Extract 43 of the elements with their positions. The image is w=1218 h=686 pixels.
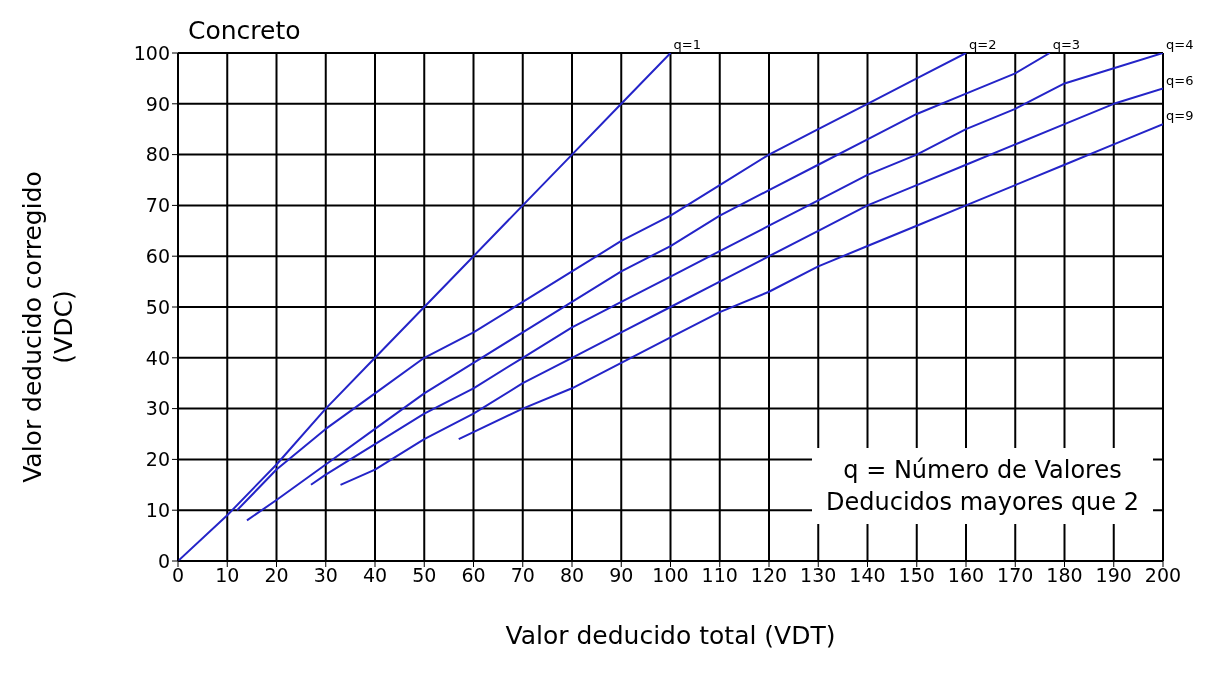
- x-tick-label: 190: [1095, 564, 1132, 587]
- x-tick-label: 60: [461, 564, 486, 587]
- annotation: q = Número de Valores Deducidos mayores que 2: [826, 454, 1139, 518]
- x-tick-label: 70: [510, 564, 535, 587]
- y-tick-label: 20: [145, 448, 170, 471]
- series-label: q=6: [1166, 72, 1194, 88]
- x-tick-label: 30: [313, 564, 338, 587]
- x-tick-label: 150: [898, 564, 935, 587]
- x-axis-title: Valor deducido total (VDT): [505, 620, 836, 650]
- series-label: q=2: [969, 37, 997, 52]
- series-label: q=9: [1166, 108, 1194, 124]
- x-tick-label: 20: [264, 564, 289, 587]
- x-tick-label: 120: [750, 564, 788, 587]
- x-tick-label: 160: [947, 564, 985, 587]
- y-tick-label: 90: [145, 92, 170, 115]
- x-tick-label: 180: [1046, 564, 1083, 587]
- y-tick-label: 50: [145, 295, 170, 318]
- x-tick-label: 140: [849, 564, 886, 587]
- y-tick-label: 60: [145, 244, 170, 267]
- series-label: q=1: [673, 37, 701, 52]
- x-tick-label: 200: [1144, 564, 1182, 587]
- y-tick-label: 100: [133, 41, 170, 64]
- x-tick-label: 90: [609, 564, 634, 587]
- x-tick-label: 50: [412, 564, 437, 587]
- x-tick-label: 40: [362, 564, 388, 587]
- series-label: q=3: [1052, 37, 1081, 52]
- x-tick-label: 0: [171, 564, 185, 587]
- x-tick-label: 170: [997, 564, 1034, 587]
- y-tick-label: 80: [145, 143, 170, 166]
- y-tick-label: 0: [157, 549, 170, 572]
- line-series: [457, 123, 1163, 441]
- x-tick-label: 130: [800, 564, 837, 587]
- chart-title: Concreto: [188, 16, 301, 45]
- x-tick-label: 100: [652, 564, 689, 587]
- x-tick-label: 80: [559, 564, 585, 587]
- y-tick-label: 30: [145, 397, 170, 420]
- y-tick-label: 10: [145, 498, 170, 521]
- x-tick-label: 110: [701, 564, 738, 587]
- y-tick-label: 70: [145, 194, 170, 217]
- y-tick-label: 40: [145, 346, 170, 369]
- y-axis-title: Valor deducido corregido (VDC): [16, 171, 79, 483]
- x-tick-label: 10: [215, 564, 240, 587]
- series-label: q=4: [1166, 37, 1194, 52]
